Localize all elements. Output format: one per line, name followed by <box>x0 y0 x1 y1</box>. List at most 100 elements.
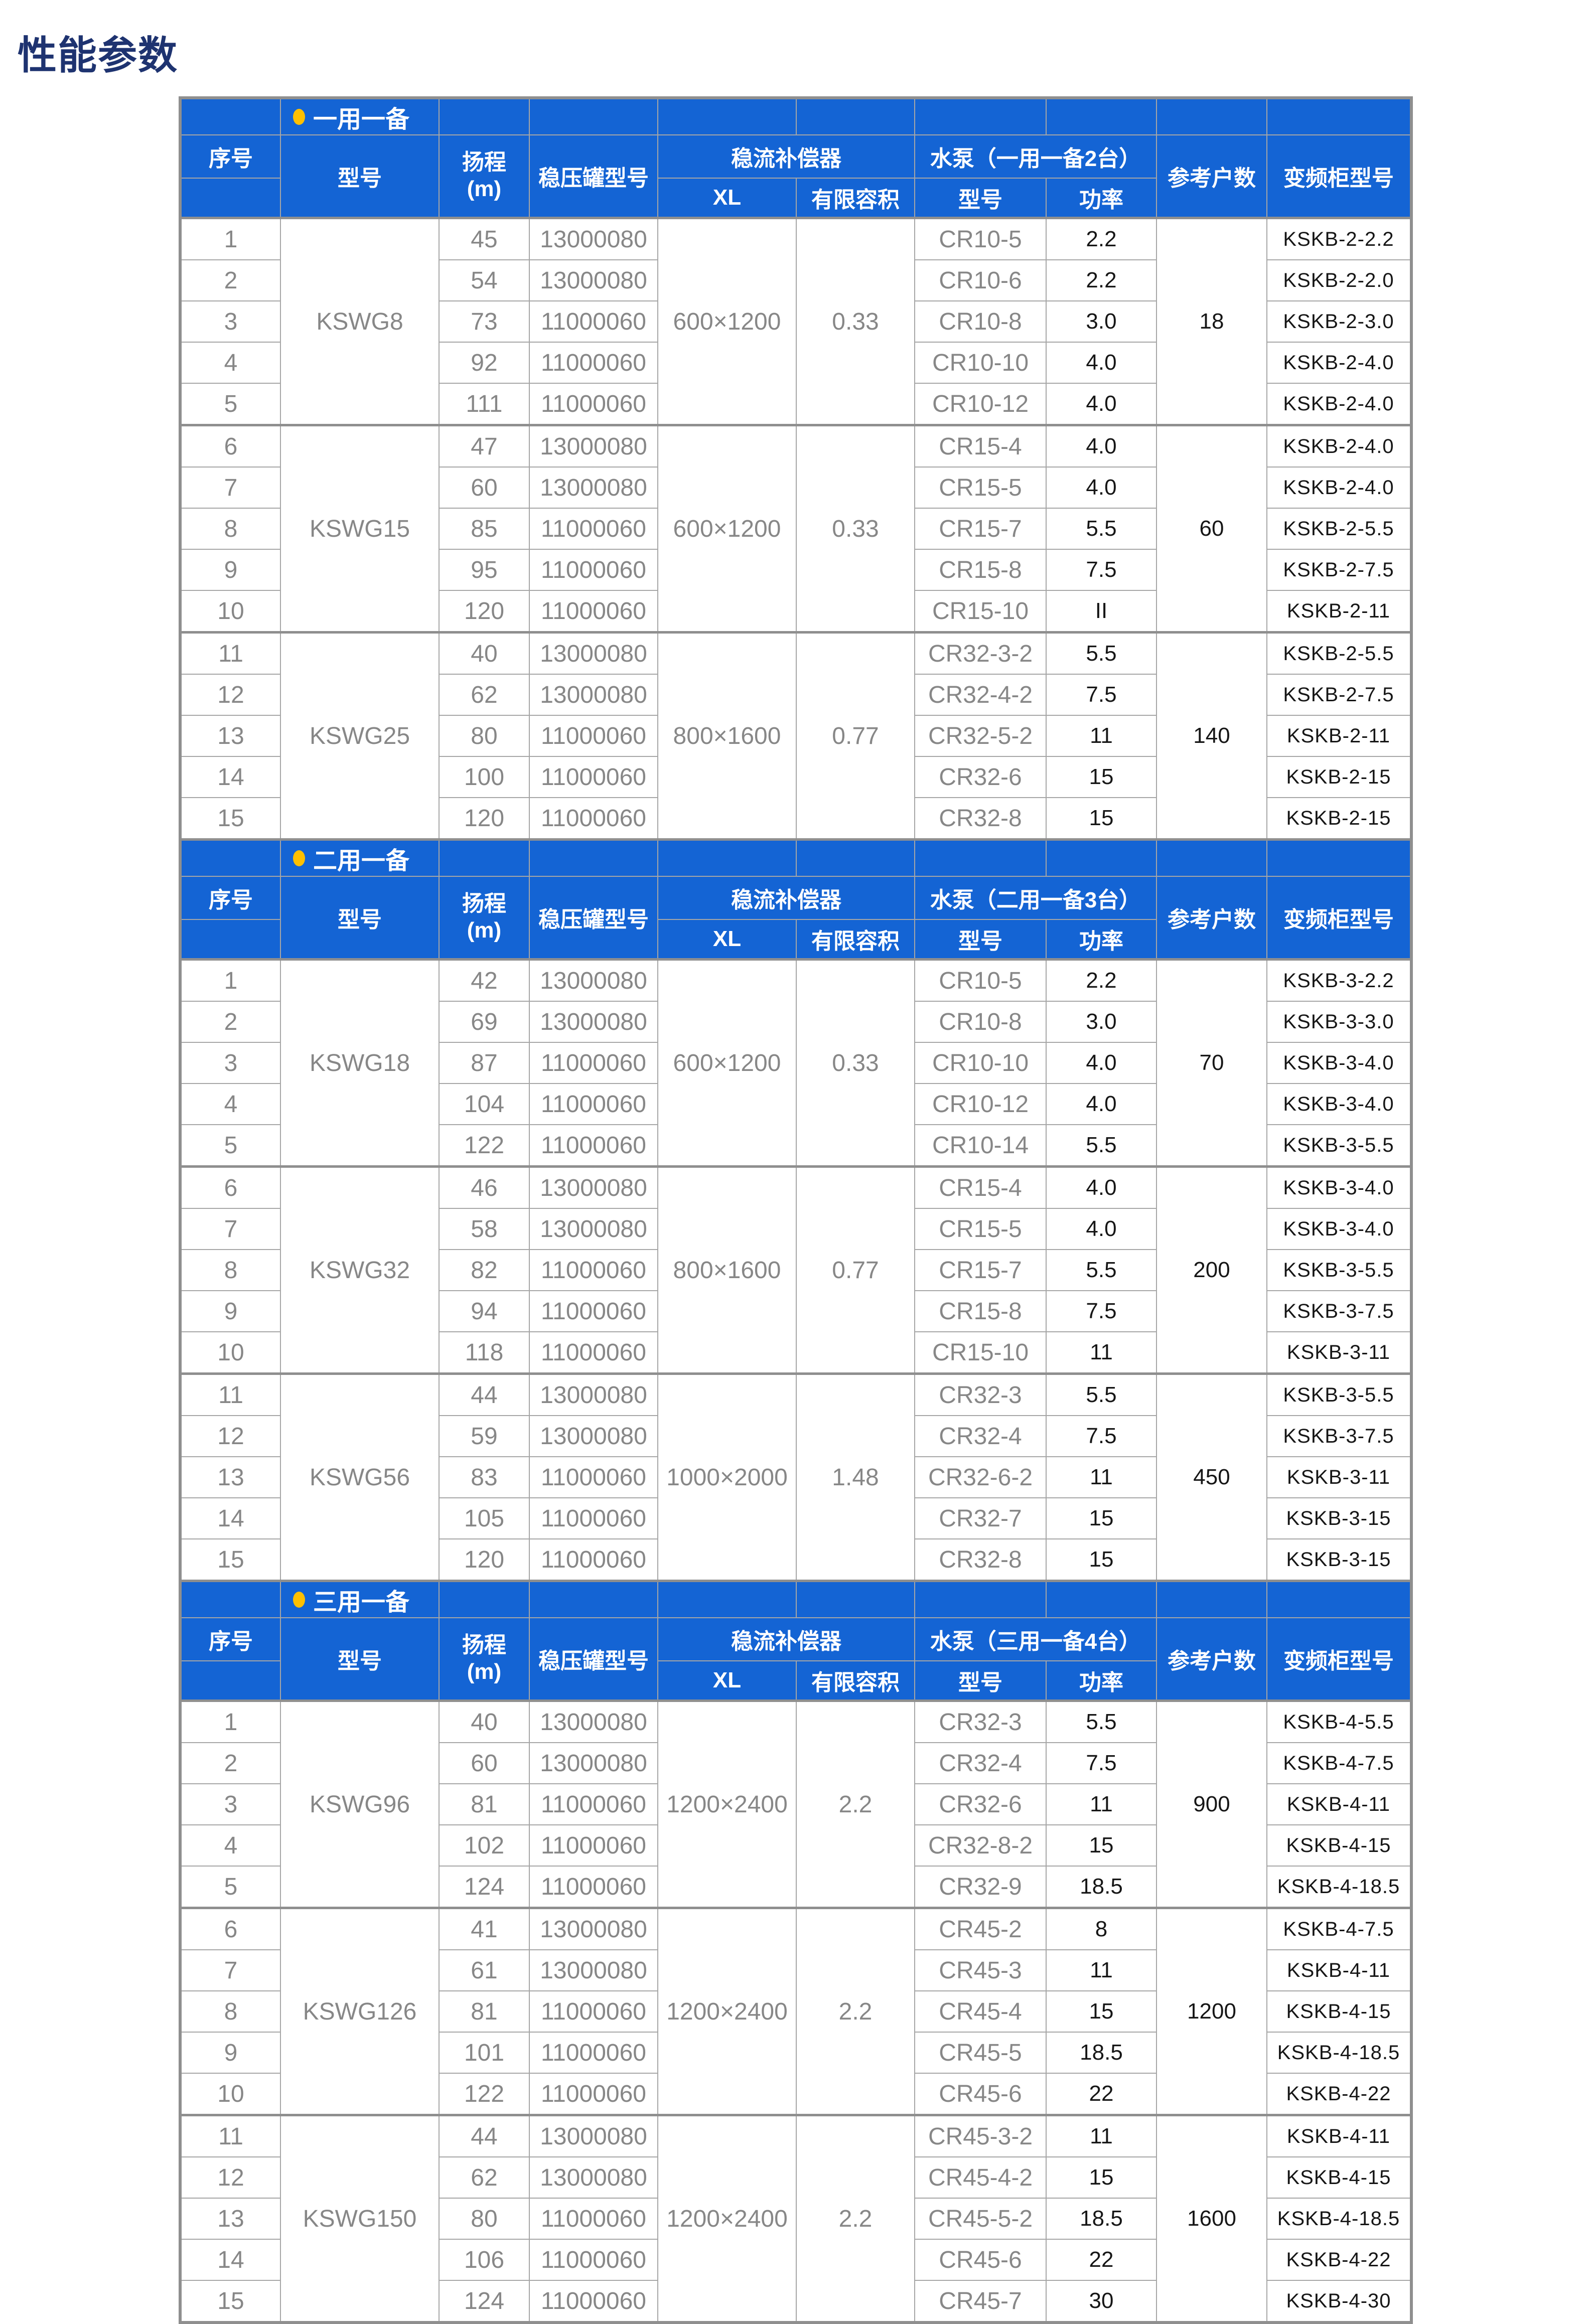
cell-power: 18.5 <box>1046 2198 1157 2240</box>
cell-pump-model: CR32-8 <box>914 1538 1047 1582</box>
section-header-row: 一用一备 <box>180 96 1412 135</box>
cell-seq: 5 <box>180 1124 281 1167</box>
cell-pump-model: CR10-14 <box>914 1124 1047 1167</box>
col-header-cabinet: 变频柜型号 <box>1266 876 1412 960</box>
cell-head: 54 <box>439 259 530 301</box>
performance-table: 一用一备 序号 型号 扬程 (m) 稳压罐型号 稳流补偿器 水泵（一用一备2台） 参考户数 变频柜… <box>179 96 1413 2324</box>
cell-power: 5.5 <box>1046 1699 1157 1743</box>
cell-pump-model: CR45-4 <box>914 1990 1047 2033</box>
cell-power: 15 <box>1046 1990 1157 2033</box>
cell-model: KSWG126 <box>280 1907 440 2116</box>
section-header-cell <box>1156 96 1267 135</box>
table-row: 11 KSWG25 40 13000080 800×1600 0.77 CR32-3-2 5.… <box>180 631 1412 840</box>
section-header-cell: 二用一备 <box>280 838 440 877</box>
column-header-row-top: 序号 型号 扬程 (m) 稳压罐型号 稳流补偿器 水泵（二用一备3台） 参考户数 变频柜型号 <box>180 876 1412 960</box>
col-header-households: 参考户数 <box>1156 876 1267 960</box>
cell-head: 111 <box>439 383 530 426</box>
cell-model: KSWG32 <box>280 1165 440 1374</box>
col-header-households: 参考户数 <box>1156 1617 1267 1701</box>
cell-pump-model: CR15-7 <box>914 508 1047 550</box>
table-row: 14 105 11000060 CR32-7 15 KSKB-3-15 <box>180 1497 1412 1539</box>
cell-cabinet: KSKB-4-18.5 <box>1266 1866 1412 1909</box>
cell-seq: 4 <box>180 342 281 384</box>
table-row: 5 122 11000060 CR10-14 5.5 KSKB-3-5.5 <box>180 1124 1412 1167</box>
table-row: 3 73 11000060 CR10-8 3.0 KSKB-2-3.0 <box>180 300 1412 343</box>
col-header-seq: 序号 <box>180 1617 281 1661</box>
table-row: 5 124 11000060 CR32-9 18.5 KSKB-4-18.5 <box>180 1866 1412 1909</box>
cell-seq: 9 <box>180 2032 281 2074</box>
cell-power: 15 <box>1046 2156 1157 2199</box>
cell-cabinet: KSKB-4-18.5 <box>1266 2032 1412 2074</box>
section-header-cell <box>529 96 658 135</box>
cell-seq: 15 <box>180 2280 281 2323</box>
cell-power: 5.5 <box>1046 1124 1157 1167</box>
table-row: 5 111 11000060 CR10-12 4.0 KSKB-2-4.0 <box>180 383 1412 426</box>
section-title: 三用一备 <box>281 1583 438 1617</box>
col-header-power: 功率 <box>1046 178 1157 219</box>
cell-power: 30 <box>1046 2280 1157 2323</box>
cell-cabinet: KSKB-4-7.5 <box>1266 1907 1412 1950</box>
cell-cabinet: KSKB-4-5.5 <box>1266 1699 1412 1743</box>
cell-cabinet: KSKB-4-15 <box>1266 1990 1412 2033</box>
col-header-volume: 有限容积 <box>796 178 915 219</box>
cell-head: 104 <box>439 1083 530 1125</box>
cell-power: 5.5 <box>1046 1372 1157 1416</box>
section-header-cell <box>439 838 530 877</box>
section-title-text: 二用一备 <box>313 848 410 874</box>
cell-tank: 11000060 <box>529 508 658 550</box>
cell-tank: 11000060 <box>529 383 658 426</box>
cell-cabinet: KSKB-3-4.0 <box>1266 1208 1412 1250</box>
section-header-cell <box>1266 838 1412 877</box>
cell-cabinet: KSKB-3-15 <box>1266 1497 1412 1539</box>
cell-pump-model: CR15-8 <box>914 549 1047 591</box>
section-header-cell <box>1046 838 1157 877</box>
cell-pump-model: CR32-9 <box>914 1866 1047 1909</box>
section-header-cell: 一用一备 <box>280 96 440 135</box>
cell-seq: 14 <box>180 756 281 798</box>
cell-cabinet: KSKB-3-11 <box>1266 1331 1412 1374</box>
cell-tank: 11000060 <box>529 1290 658 1332</box>
cell-tank: 11000060 <box>529 342 658 384</box>
cell-pump-model: CR45-6 <box>914 2073 1047 2116</box>
cell-power: 11 <box>1046 1456 1157 1498</box>
table-row: 10 120 11000060 CR15-10 II KSKB-2-11 <box>180 590 1412 633</box>
cell-cabinet: KSKB-3-5.5 <box>1266 1372 1412 1416</box>
cell-pump-model: CR32-3 <box>914 1699 1047 1743</box>
table-row: 6 KSWG126 41 13000080 1200×2400 2.2 CR45-2 8 120… <box>180 1907 1412 2116</box>
cell-head: 81 <box>439 1990 530 2033</box>
cell-pump-model: CR32-6-2 <box>914 1456 1047 1498</box>
cell-head: 44 <box>439 2114 530 2157</box>
cell-households: 1200 <box>1156 1907 1267 2116</box>
column-header-row-sub: XL 有限容积 型号 功率 <box>180 919 1411 960</box>
cell-seq: 2 <box>180 1001 281 1043</box>
table-row: 4 104 11000060 CR10-12 4.0 KSKB-3-4.0 <box>180 1083 1412 1125</box>
col-header-head-line2: (m) <box>467 177 502 201</box>
cell-head: 61 <box>439 1949 530 1991</box>
cell-seq: 10 <box>180 1331 281 1374</box>
cell-seq: 6 <box>180 424 281 468</box>
cell-head: 73 <box>439 300 530 343</box>
cell-tank: 11000060 <box>529 1456 658 1498</box>
col-header-compensator: 稳流补偿器 <box>657 1617 915 1661</box>
cell-power: 7.5 <box>1046 674 1157 716</box>
cell-power: 3.0 <box>1046 1001 1157 1043</box>
cell-cabinet: KSKB-4-22 <box>1266 2073 1412 2116</box>
cell-pump-model: CR32-4 <box>914 1415 1047 1457</box>
bullet-icon <box>293 109 305 125</box>
cell-cabinet: KSKB-4-15 <box>1266 1824 1412 1867</box>
cell-seq: 10 <box>180 590 281 633</box>
section-header-cell <box>1046 1580 1157 1618</box>
cell-pump-model: CR10-12 <box>914 383 1047 426</box>
table-row: 8 85 11000060 CR15-7 5.5 KSKB-2-5.5 <box>180 508 1412 550</box>
col-header-model: 型号 <box>280 876 440 960</box>
cell-households: 70 <box>1156 958 1267 1167</box>
cell-pump-model: CR32-4 <box>914 1742 1047 1784</box>
cell-power: 2.2 <box>1046 958 1157 1002</box>
cell-pump-model: CR32-4-2 <box>914 674 1047 716</box>
cell-head: 62 <box>439 674 530 716</box>
cell-tank: 11000060 <box>529 300 658 343</box>
table-row: 3 81 11000060 CR32-6 11 KSKB-4-11 <box>180 1783 1412 1825</box>
cell-head: 106 <box>439 2239 530 2281</box>
cell-volume: 0.33 <box>796 424 915 633</box>
cell-volume: 2.2 <box>796 1699 915 1909</box>
